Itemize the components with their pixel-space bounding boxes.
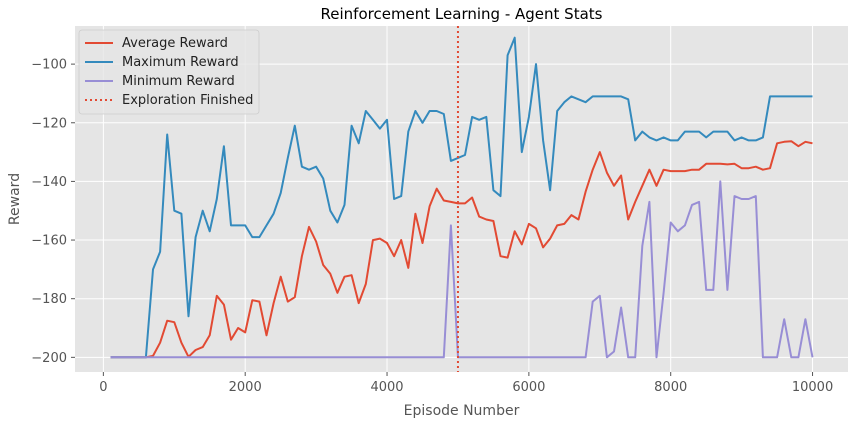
y-tick-label: −160 <box>31 234 67 249</box>
legend-label-minimum-reward: Minimum Reward <box>122 74 235 89</box>
y-tick-label: −180 <box>31 292 67 307</box>
grid <box>75 26 848 372</box>
y-tick-label: −120 <box>31 116 67 131</box>
x-tick-label: 4000 <box>370 380 403 395</box>
series-minimum-reward <box>110 180 814 359</box>
y-axis-label: Reward <box>7 173 23 225</box>
y-tick-label: −140 <box>31 175 67 190</box>
x-axis-label: Episode Number <box>404 403 520 419</box>
series-layer <box>110 26 814 372</box>
legend-label-average-reward: Average Reward <box>122 36 228 51</box>
legend-label-exploration-finished: Exploration Finished <box>122 93 253 108</box>
legend-label-maximum-reward: Maximum Reward <box>122 55 239 70</box>
x-tick-label: 0 <box>99 380 107 395</box>
x-tick-label: 8000 <box>654 380 687 395</box>
series-maximum-reward <box>110 36 813 359</box>
x-tick-label: 10000 <box>792 380 833 395</box>
y-tick-label: −100 <box>31 58 67 73</box>
legend-box <box>78 29 260 115</box>
ticks: 0 2000 4000 6000 8000 10000 −200 −180 −160 −140 −1… <box>31 58 833 395</box>
chart-title: Reinforcement Learning - Agent Stats <box>321 5 603 23</box>
x-tick-label: 2000 <box>229 380 262 395</box>
series-average-reward <box>110 140 813 359</box>
x-tick-label: 6000 <box>512 380 545 395</box>
y-tick-label: −200 <box>31 351 67 366</box>
legend: Average Reward Maximum Reward Minimum Re… <box>78 29 260 115</box>
